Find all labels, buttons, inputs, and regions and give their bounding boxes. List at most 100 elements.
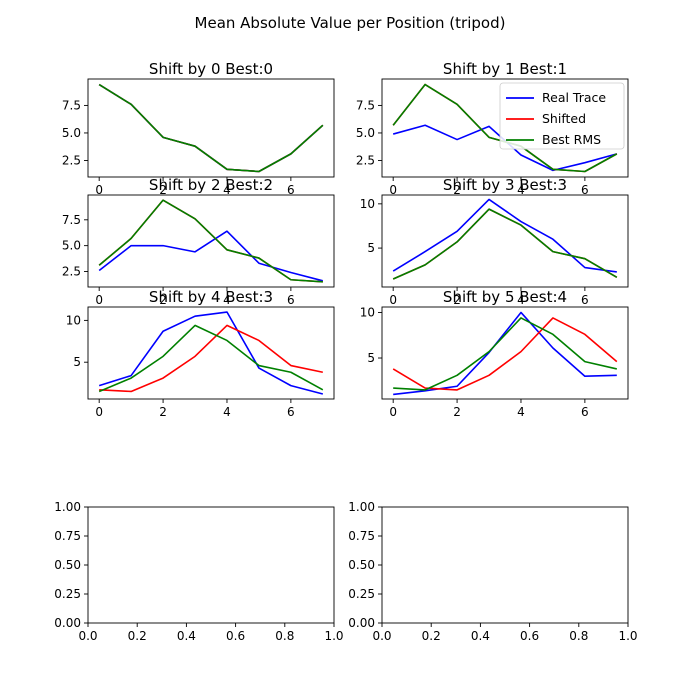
subplot-7: 0.0 0.2 0.4 0.6 0.8 1.0 0.00 0.25 0.50 0.75 1.00 <box>54 500 343 643</box>
x-tick-label: 0.0 <box>78 629 97 643</box>
x-tick-label: 0.8 <box>569 629 588 643</box>
x-tick-label: 0 <box>389 293 397 307</box>
subplot-title: Shift by 5 Best:4 <box>443 288 567 306</box>
y-tick-label: 2.5 <box>62 153 81 167</box>
series-line-real <box>98 230 324 282</box>
x-tick-label: 6 <box>287 405 295 419</box>
series-line-best <box>393 317 617 391</box>
axes-frame <box>381 506 629 624</box>
subplot-title: Shift by 0 Best:0 <box>149 60 273 78</box>
x-tick-label: 2 <box>453 183 461 197</box>
legend-label-shifted: Shifted <box>542 111 586 126</box>
subplot-3: 0 2 4 6 2.5 5.0 7.5 Shift by 2 Best:2 <box>62 176 335 307</box>
subplot-5: 0 2 4 6 5 10 Shift by 4 Best:3 <box>66 288 335 419</box>
axes-frame <box>87 194 335 288</box>
subplot-1: 0 2 4 6 2.5 5.0 7.5 Shift by 0 Best:0 <box>62 60 335 197</box>
series-line-shifted <box>99 324 323 393</box>
x-tick-label: 0.2 <box>128 629 147 643</box>
x-tick-label: 2 <box>453 405 461 419</box>
legend-label-real: Real Trace <box>542 90 606 105</box>
subplot-title: Shift by 4 Best:3 <box>149 288 273 306</box>
x-tick-label: 6 <box>581 183 589 197</box>
x-tick-label: 6 <box>581 293 589 307</box>
x-tick-label: 0 <box>95 405 103 419</box>
x-tick-label: 4 <box>223 183 231 197</box>
axes-frame <box>87 306 335 400</box>
x-tick-label: 6 <box>581 405 589 419</box>
subplot-8: 0.0 0.2 0.4 0.6 0.8 1.0 0.00 0.25 0.50 0.75 1.00 <box>348 500 637 643</box>
axes-frame <box>87 78 335 178</box>
x-tick-label: 2 <box>159 405 167 419</box>
x-tick-label: 0 <box>389 183 397 197</box>
x-tick-label: 0 <box>95 183 103 197</box>
y-tick-label: 5.0 <box>62 126 81 140</box>
x-tick-label: 1.0 <box>324 629 343 643</box>
x-tick-label: 0.4 <box>471 629 490 643</box>
y-tick-label: 5.0 <box>356 126 375 140</box>
series-line-shifted <box>392 208 618 280</box>
axes-frame <box>381 194 629 288</box>
y-tick-label: 0.00 <box>54 616 81 630</box>
x-tick-label: 4 <box>517 293 525 307</box>
subplot-title: Shift by 2 Best:2 <box>149 176 273 194</box>
x-tick-label: 2 <box>159 183 167 197</box>
x-tick-label: 4 <box>517 405 525 419</box>
legend: Real Trace Shifted Best RMS <box>499 82 625 150</box>
y-tick-label: 2.5 <box>356 153 375 167</box>
x-tick-label: 0 <box>95 293 103 307</box>
y-tick-label: 0.25 <box>54 587 81 601</box>
x-tick-label: 2 <box>159 293 167 307</box>
x-tick-label: 4 <box>223 293 231 307</box>
y-tick-label: 10 <box>66 313 81 327</box>
series-line-best <box>98 324 324 393</box>
x-tick-label: 6 <box>287 293 295 307</box>
axes-frame <box>381 306 629 400</box>
legend-label-best: Best RMS <box>542 132 601 147</box>
y-tick-label: 0.50 <box>54 558 81 572</box>
subplot-2: 0 2 4 6 2.5 5.0 7.5 Shift by 1 Best:1 Real Trace… <box>356 60 629 197</box>
y-tick-label: 5 <box>367 241 375 255</box>
y-tick-label: 7.5 <box>356 98 375 112</box>
x-tick-label: 0.8 <box>275 629 294 643</box>
series-line-shifted <box>392 317 618 391</box>
figure-title: Mean Absolute Value per Position (tripod… <box>195 14 506 32</box>
x-tick-label: 0 <box>389 405 397 419</box>
x-tick-label: 6 <box>287 183 295 197</box>
y-tick-label: 10 <box>360 197 375 211</box>
x-tick-label: 0.6 <box>226 629 245 643</box>
axes-frame <box>87 506 335 624</box>
subplot-title: Shift by 1 Best:1 <box>443 60 567 78</box>
x-tick-label: 1.0 <box>618 629 637 643</box>
series-line-real <box>98 311 324 395</box>
axes-frame <box>381 78 629 178</box>
x-tick-label: 4 <box>223 405 231 419</box>
x-tick-label: 0.4 <box>177 629 196 643</box>
y-tick-label: 0.75 <box>348 529 375 543</box>
legend-box <box>499 82 625 150</box>
y-tick-label: 1.00 <box>54 500 81 514</box>
subplot-6: 0 2 4 6 5 10 Shift by 5 Best:4 <box>360 288 629 419</box>
series-line-real <box>393 311 617 396</box>
x-tick-label: 0.0 <box>372 629 391 643</box>
y-tick-label: 5 <box>73 355 81 369</box>
y-tick-label: 1.00 <box>348 500 375 514</box>
y-tick-label: 10 <box>360 305 375 319</box>
y-tick-label: 5 <box>367 351 375 365</box>
subplot-title: Shift by 3 Best:3 <box>443 176 567 194</box>
y-tick-label: 5.0 <box>62 239 81 253</box>
series-line-real <box>392 198 617 273</box>
y-tick-label: 7.5 <box>62 213 81 227</box>
series-line-best <box>98 199 323 283</box>
y-tick-label: 2.5 <box>62 264 81 278</box>
y-tick-label: 0.75 <box>54 529 81 543</box>
series-line-best <box>98 83 324 173</box>
x-tick-label: 0.6 <box>520 629 539 643</box>
x-tick-label: 2 <box>453 293 461 307</box>
subplot-4: 0 2 4 6 5 10 Shift by 3 Best:3 <box>360 176 629 307</box>
y-tick-label: 0.50 <box>348 558 375 572</box>
y-tick-label: 7.5 <box>62 98 81 112</box>
x-tick-label: 4 <box>517 183 525 197</box>
series-line-best <box>392 208 618 280</box>
y-tick-label: 0.00 <box>348 616 375 630</box>
